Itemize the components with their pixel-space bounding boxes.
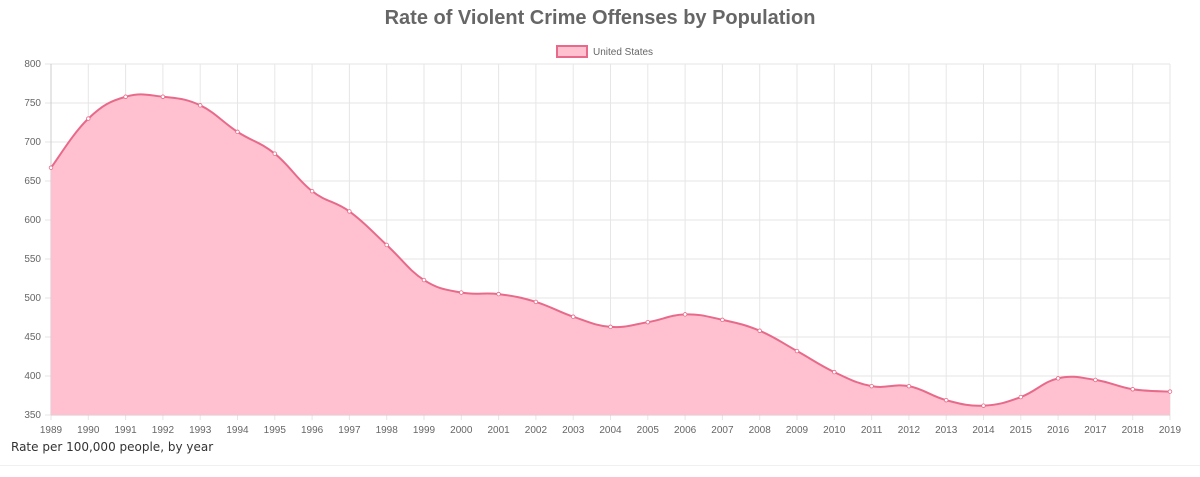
x-tick-label: 2012 bbox=[898, 425, 921, 436]
x-tick-label: 1992 bbox=[152, 425, 175, 436]
x-tick-label: 2009 bbox=[786, 425, 809, 436]
x-axis-ticks: 1989 1990 1991 1992 1993 1994 1995 1996 1997 1998… bbox=[40, 425, 1182, 436]
y-tick-label: 550 bbox=[24, 254, 41, 265]
x-tick-label: 2013 bbox=[935, 425, 958, 436]
data-points bbox=[48, 94, 1173, 408]
data-point-1992[interactable] bbox=[160, 94, 166, 99]
x-tick-label: 2010 bbox=[823, 425, 846, 436]
x-tick-label: 1999 bbox=[413, 425, 436, 436]
legend-swatch[interactable] bbox=[556, 45, 588, 58]
data-point-2001[interactable] bbox=[496, 291, 501, 297]
y-tick-label: 600 bbox=[24, 215, 41, 226]
data-point-2016[interactable] bbox=[1055, 376, 1061, 381]
y-tick-label: 500 bbox=[24, 293, 41, 304]
x-tick-label: 2017 bbox=[1084, 425, 1107, 436]
data-point-2010[interactable] bbox=[832, 369, 837, 375]
y-axis-ticks: 350 400 450 500 550 600 650 700 750 800 bbox=[24, 59, 41, 421]
x-tick-label: 1989 bbox=[40, 425, 63, 436]
x-tick-label: 2004 bbox=[599, 425, 622, 436]
x-tick-label: 2015 bbox=[1010, 425, 1033, 436]
data-point-2013[interactable] bbox=[944, 397, 949, 403]
x-tick-label: 2011 bbox=[861, 425, 883, 436]
y-tick-label: 350 bbox=[24, 410, 41, 421]
data-point-2002[interactable] bbox=[533, 299, 539, 305]
data-point-2015[interactable] bbox=[1018, 394, 1023, 400]
x-tick-label: 2002 bbox=[525, 425, 548, 436]
x-tick-label: 2016 bbox=[1047, 425, 1070, 436]
x-tick-label: 2005 bbox=[637, 425, 660, 436]
data-point-2005[interactable] bbox=[645, 319, 650, 325]
y-tick-label: 700 bbox=[24, 137, 41, 148]
data-point-1990[interactable] bbox=[86, 116, 91, 121]
x-tick-label: 2006 bbox=[674, 425, 697, 436]
data-point-1989[interactable] bbox=[48, 165, 54, 170]
legend-label[interactable]: United States bbox=[593, 47, 653, 58]
data-point-2017[interactable] bbox=[1093, 377, 1098, 383]
data-point-2009[interactable] bbox=[794, 348, 800, 354]
x-tick-label: 2003 bbox=[562, 425, 585, 436]
x-tick-label: 1996 bbox=[301, 425, 324, 436]
chart-title: Rate of Violent Crime Offenses by Popula… bbox=[384, 7, 816, 29]
series-area-fill bbox=[51, 94, 1170, 415]
data-point-2011[interactable] bbox=[869, 383, 874, 389]
data-point-1995[interactable] bbox=[272, 151, 277, 156]
data-point-2019[interactable] bbox=[1167, 389, 1173, 394]
x-tick-label: 1993 bbox=[189, 425, 212, 436]
data-point-2012[interactable] bbox=[906, 383, 912, 389]
x-tick-label: 2019 bbox=[1159, 425, 1182, 436]
x-tick-label: 2007 bbox=[711, 425, 734, 436]
data-point-1999[interactable] bbox=[421, 277, 427, 283]
data-point-1996[interactable] bbox=[309, 188, 315, 194]
y-tick-label: 650 bbox=[24, 176, 41, 187]
x-tick-label: 2018 bbox=[1122, 425, 1145, 436]
data-point-1998[interactable] bbox=[384, 242, 389, 248]
data-point-2007[interactable] bbox=[720, 317, 725, 323]
data-point-1991[interactable] bbox=[123, 94, 128, 99]
divider bbox=[0, 465, 1200, 466]
x-tick-label: 1990 bbox=[77, 425, 100, 436]
legend[interactable]: United States bbox=[556, 45, 653, 58]
chart-caption: Rate per 100,000 people, by year bbox=[11, 440, 214, 454]
x-tick-label: 2001 bbox=[487, 425, 510, 436]
x-tick-label: 1994 bbox=[226, 425, 249, 436]
data-point-1994[interactable] bbox=[235, 129, 240, 135]
data-point-2018[interactable] bbox=[1130, 387, 1135, 392]
y-tick-label: 450 bbox=[24, 332, 41, 343]
data-point-1993[interactable] bbox=[197, 103, 203, 108]
x-tick-label: 1991 bbox=[114, 425, 137, 436]
x-tick-label: 2000 bbox=[450, 425, 473, 436]
data-point-2014[interactable] bbox=[981, 403, 986, 408]
y-tick-label: 750 bbox=[24, 98, 41, 109]
x-tick-label: 1998 bbox=[376, 425, 399, 436]
data-point-2000[interactable] bbox=[459, 290, 464, 295]
x-tick-label: 1995 bbox=[264, 425, 287, 436]
x-tick-label: 2014 bbox=[972, 425, 995, 436]
y-tick-label: 800 bbox=[24, 59, 41, 70]
data-point-2008[interactable] bbox=[757, 328, 762, 333]
x-tick-label: 2008 bbox=[749, 425, 772, 436]
y-tick-label: 400 bbox=[24, 371, 41, 382]
data-point-2006[interactable] bbox=[682, 312, 688, 317]
data-point-2004[interactable] bbox=[608, 324, 613, 330]
data-point-2003[interactable] bbox=[571, 314, 576, 319]
x-tick-label: 1997 bbox=[338, 425, 361, 436]
data-point-1997[interactable] bbox=[347, 209, 352, 214]
